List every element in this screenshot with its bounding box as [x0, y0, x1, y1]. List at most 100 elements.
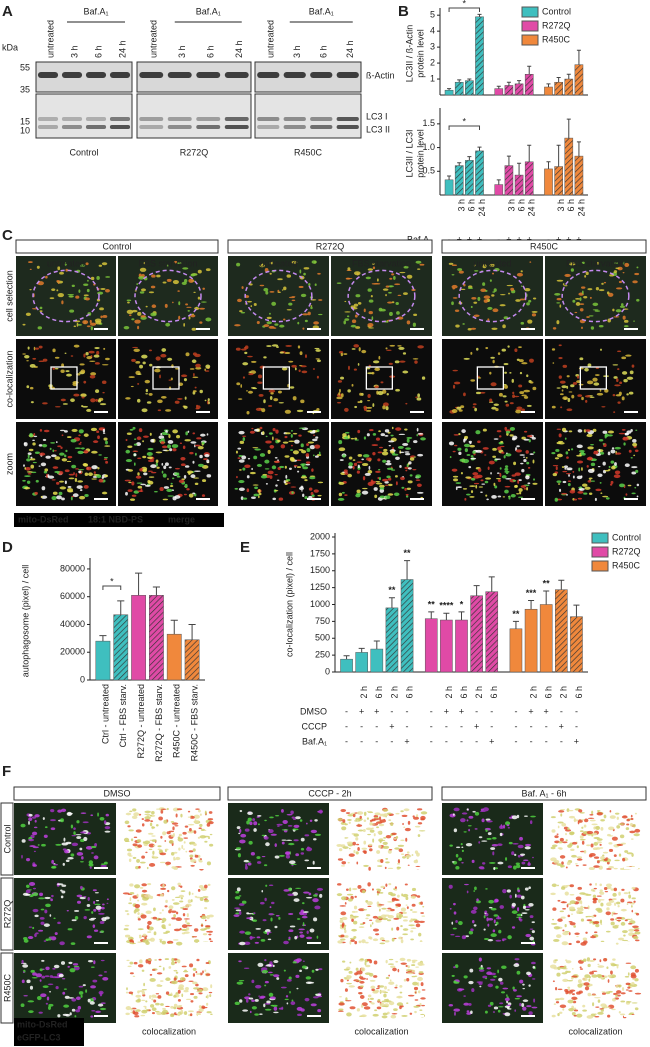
signal	[78, 985, 84, 988]
signal	[133, 909, 137, 914]
signal	[421, 915, 426, 917]
signal	[245, 863, 248, 867]
signal	[602, 854, 605, 857]
signal	[565, 839, 568, 842]
signal	[183, 1011, 188, 1015]
signal	[27, 472, 32, 475]
signal	[50, 809, 55, 813]
signal	[357, 829, 364, 832]
signal	[413, 313, 418, 317]
signal	[399, 957, 406, 962]
signal	[551, 451, 556, 455]
signal	[189, 992, 195, 996]
signal	[378, 908, 381, 912]
signal	[268, 971, 273, 974]
signal	[172, 826, 175, 831]
signal	[586, 915, 593, 918]
signal	[362, 487, 368, 490]
signal	[284, 351, 291, 355]
signal	[268, 404, 273, 407]
band	[196, 117, 221, 121]
signal	[57, 266, 61, 271]
signal	[390, 908, 395, 912]
signal	[259, 1013, 263, 1015]
signal	[267, 449, 271, 454]
signal	[579, 303, 585, 305]
signal	[456, 406, 462, 410]
signal	[283, 286, 287, 291]
signal	[363, 405, 367, 410]
signal	[630, 817, 634, 821]
signal	[136, 858, 140, 863]
signal	[285, 480, 289, 482]
signal	[394, 847, 400, 850]
signal	[388, 477, 392, 481]
signal	[167, 495, 174, 497]
signal	[579, 357, 584, 361]
signal	[514, 958, 520, 961]
signal	[533, 478, 536, 481]
signal	[592, 921, 600, 925]
signal	[163, 465, 167, 470]
signal	[178, 847, 181, 851]
signal	[47, 983, 54, 986]
signal	[238, 459, 245, 463]
label: CCCP - 2h	[308, 788, 351, 798]
label: ***	[526, 588, 537, 598]
signal	[365, 960, 369, 963]
signal	[631, 897, 636, 900]
zoom-box	[476, 366, 505, 390]
label: -	[545, 721, 548, 731]
signal	[529, 358, 534, 363]
signal	[242, 437, 246, 442]
signal	[516, 272, 523, 277]
signal	[146, 813, 150, 817]
signal	[64, 352, 67, 355]
signal	[406, 487, 412, 491]
signal	[250, 851, 255, 856]
signal	[142, 455, 147, 459]
band	[139, 125, 164, 129]
signal	[483, 938, 489, 941]
signal	[168, 923, 172, 927]
signal	[623, 815, 627, 817]
signal	[82, 320, 89, 325]
signal	[616, 994, 621, 997]
signal	[490, 356, 495, 359]
signal	[127, 469, 133, 472]
signal	[411, 959, 418, 962]
signal	[141, 408, 148, 413]
signal	[174, 970, 177, 972]
signal	[131, 815, 138, 820]
signal	[395, 388, 400, 392]
signal	[492, 455, 497, 458]
signal	[410, 895, 417, 899]
signal	[236, 887, 241, 892]
signal	[489, 398, 493, 403]
signal	[242, 435, 247, 437]
signal	[557, 918, 563, 922]
signal	[607, 974, 613, 978]
signal	[353, 344, 360, 348]
signal	[257, 815, 262, 817]
signal	[137, 912, 140, 915]
signal	[158, 816, 163, 821]
signal	[160, 893, 164, 897]
signal	[40, 908, 45, 911]
signal	[516, 995, 522, 998]
micrograph	[118, 339, 218, 419]
signal	[489, 371, 492, 375]
signal	[195, 366, 202, 370]
signal	[170, 1013, 175, 1018]
signal	[238, 832, 241, 835]
signal	[339, 388, 341, 393]
signal	[180, 1009, 184, 1014]
signal	[136, 839, 142, 843]
signal	[336, 893, 343, 897]
signal	[482, 447, 489, 450]
signal	[195, 808, 200, 810]
signal	[353, 849, 356, 854]
signal	[29, 985, 34, 990]
error-bar	[457, 162, 462, 166]
signal	[587, 468, 595, 473]
